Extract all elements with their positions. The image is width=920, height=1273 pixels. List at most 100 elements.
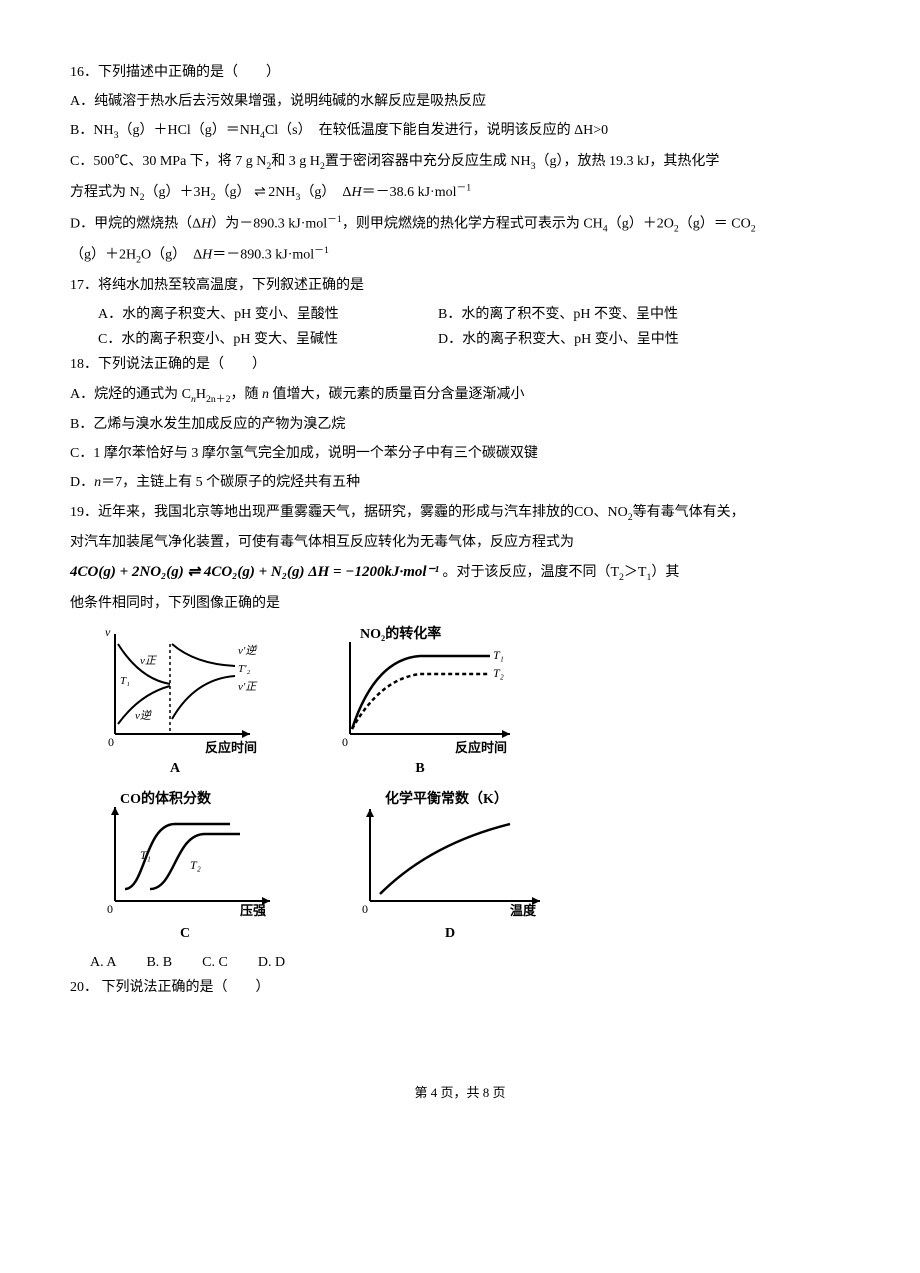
text: （g）＝ CO <box>679 216 751 231</box>
q19-opt-a: A. A <box>90 950 116 975</box>
chart-b: NO₂的转化率 0 T₁ T₂ 反应时间 B <box>320 624 520 781</box>
reaction-equation: 4CO(g) + 2NO₂(g) ⇌ 4CO₂(g) + N₂(g) ΔH = … <box>70 564 439 580</box>
chart-a-label: A <box>90 756 260 781</box>
svg-text:0: 0 <box>342 735 348 749</box>
text: Cl（s） 在较低温度下能自发进行，说明该反应的 ΔH>0 <box>265 123 608 138</box>
q19-opt-c: C. C <box>202 950 228 975</box>
text: 2NH <box>265 185 296 200</box>
q17-opt-c: C．水的离子积变小、pH 变大、呈碱性 <box>98 327 398 352</box>
q17-opt-b: B．水的离了积不变、pH 不变、呈中性 <box>438 302 678 327</box>
chart-c-svg: CO的体积分数 0 T₁ T₂ 压强 <box>90 789 280 919</box>
text: 值增大，碳元素的质量百分含量逐渐减小 <box>269 387 525 402</box>
text: 等有毒气体有关， <box>633 505 745 520</box>
text: 和 3 g H <box>271 154 320 169</box>
text: ＞T <box>624 565 647 580</box>
chart-c-label: C <box>90 921 280 946</box>
q17-stem: 17．将纯水加热至较高温度，下列叙述正确的是 <box>70 273 850 298</box>
text: （g）＋3H <box>145 185 211 200</box>
q17-row1: A．水的离子积变大、pH 变小、呈酸性 B．水的离了积不变、pH 不变、呈中性 <box>98 302 850 327</box>
svg-text:温度: 温度 <box>510 903 537 918</box>
charts-row-1: v 0 v正 T₁ v逆 v'逆 T'₂ v'正 反应时间 A NO₂的转化率 … <box>90 624 850 781</box>
q18-opt-c: C．1 摩尔苯恰好与 3 摩尔氢气完全加成，说明一个苯分子中有三个碳碳双键 <box>70 441 850 466</box>
text: 置于密闭容器中充分反应生成 NH <box>325 154 531 169</box>
chart-b-title: NO₂的转化率 <box>360 625 441 642</box>
text: ＝－38.6 kJ·mol <box>362 185 457 200</box>
q16-opt-a: A．纯碱溶于热水后去污效果增强，说明纯碱的水解反应是吸热反应 <box>70 89 850 114</box>
q17-row2: C．水的离子积变小、pH 变大、呈碱性 D．水的离子积变大、pH 变小、呈中性 <box>98 327 850 352</box>
equilibrium-arrow-icon: ⇌ <box>254 183 265 199</box>
svg-text:v逆: v逆 <box>135 709 153 722</box>
q17-opt-a: A．水的离子积变大、pH 变小、呈酸性 <box>98 302 398 327</box>
q16-opt-d-line2: （g）＋2H2O（g） ΔH＝－890.3 kJ·mol－1 <box>70 242 850 269</box>
delta-h: H <box>202 247 212 262</box>
q16-stem: 16．下列描述中正确的是（ ） <box>70 60 850 85</box>
q20-stem: 20． 下列说法正确的是（ ） <box>70 975 850 1000</box>
text: （g）＋2O <box>608 216 674 231</box>
q19-opt-d: D. D <box>258 950 285 975</box>
text: D．甲烷的燃烧热（Δ <box>70 216 201 231</box>
text: D． <box>70 475 94 490</box>
svg-text:化学平衡常数（K）: 化学平衡常数（K） <box>385 790 508 807</box>
no2: NO <box>607 505 627 520</box>
svg-text:v'逆: v'逆 <box>238 644 258 657</box>
chart-d: 化学平衡常数（K） 0 温度 D <box>340 789 560 946</box>
text: 、 <box>593 505 607 520</box>
text: O（g） Δ <box>141 247 202 262</box>
chart-b-svg: NO₂的转化率 0 T₁ T₂ 反应时间 <box>320 624 520 754</box>
q16-opt-b: B．NH3（g）＋HCl（g）＝NH4Cl（s） 在较低温度下能自发进行，说明该… <box>70 118 850 144</box>
sup-neg1: －1 <box>456 183 471 194</box>
svg-text:压强: 压强 <box>240 903 266 918</box>
q19-opt-b: B. B <box>146 950 172 975</box>
text: （g） <box>216 185 255 200</box>
q19-stem-l4: 他条件相同时，下列图像正确的是 <box>70 591 850 616</box>
svg-text:v'正: v'正 <box>238 681 258 693</box>
delta-h: H <box>351 185 361 200</box>
svg-text:T₂: T₂ <box>190 858 201 872</box>
text: ）为－890.3 kJ·mol <box>211 216 327 231</box>
chart-a: v 0 v正 T₁ v逆 v'逆 T'₂ v'正 反应时间 A <box>90 624 260 781</box>
text: ）其 <box>651 565 679 580</box>
q19-stem-l1: 19．近年来，我国北京等地出现严重雾霾天气，据研究，雾霾的形成与汽车排放的CO、… <box>70 500 850 526</box>
svg-text:T₁: T₁ <box>140 848 151 862</box>
text: A．烷烃的通式为 C <box>70 387 191 402</box>
q18-opt-d: D．n＝7，主链上有 5 个碳原子的烷烃共有五种 <box>70 470 850 495</box>
svg-text:T₁: T₁ <box>120 675 130 687</box>
text: （g）＋2H <box>70 247 136 262</box>
svg-text:v: v <box>105 625 111 639</box>
q18-stem: 18．下列说法正确的是（ ） <box>70 352 850 377</box>
co: CO <box>574 505 593 520</box>
text: 。对于该反应，温度不同（T <box>439 565 619 580</box>
svg-text:v正: v正 <box>140 655 158 667</box>
q18-opt-a: A．烷烃的通式为 CnH2n＋2，随 n 值增大，碳元素的质量百分含量逐渐减小 <box>70 382 850 408</box>
q16-opt-d: D．甲烷的燃烧热（ΔH）为－890.3 kJ·mol－1，则甲烷燃烧的热化学方程… <box>70 211 850 238</box>
text: ＝7，主链上有 5 个碳原子的烷烃共有五种 <box>101 475 360 490</box>
svg-text:T'₂: T'₂ <box>238 663 250 675</box>
sub-2: 2 <box>751 223 756 234</box>
text: C．500℃、30 MPa 下，将 7 g N <box>70 154 266 169</box>
text: 19．近年来，我国北京等地出现严重雾霾天气，据研究，雾霾的形成与汽车排放的 <box>70 505 574 520</box>
page-footer: 第 4 页，共 8 页 <box>70 1081 850 1104</box>
text: ，则甲烷燃烧的热化学方程式可表示为 CH <box>342 216 603 231</box>
sub-2n2: 2n＋2 <box>206 393 231 404</box>
q18-opt-b: B．乙烯与溴水发生加成反应的产物为溴乙烷 <box>70 412 850 437</box>
q19-eq-line: 4CO(g) + 2NO₂(g) ⇌ 4CO₂(g) + N₂(g) ΔH = … <box>70 559 850 586</box>
chart-d-svg: 化学平衡常数（K） 0 温度 <box>340 789 560 919</box>
text: （g）＋HCl（g）＝NH <box>118 123 260 138</box>
text: B．NH <box>70 123 114 138</box>
chart-d-label: D <box>340 921 560 946</box>
q16-opt-c: C．500℃、30 MPa 下，将 7 g N2和 3 g H2置于密闭容器中充… <box>70 149 850 175</box>
text: （g） Δ <box>300 185 351 200</box>
text: （g），放热 19.3 kJ，其热化学 <box>535 154 719 169</box>
svg-text:0: 0 <box>362 902 368 916</box>
q19-stem-l2: 对汽车加装尾气净化装置，可使有毒气体相互反应转化为无毒气体，反应方程式为 <box>70 530 850 555</box>
svg-text:T₂: T₂ <box>493 666 504 680</box>
svg-text:0: 0 <box>108 735 114 749</box>
text: 方程式为 N <box>70 185 140 200</box>
svg-text:0: 0 <box>107 902 113 916</box>
var-n: n <box>262 387 269 402</box>
svg-text:CO的体积分数: CO的体积分数 <box>120 790 212 807</box>
chart-b-label: B <box>320 756 520 781</box>
svg-text:反应时间: 反应时间 <box>205 740 257 754</box>
sup-neg1: －1 <box>327 214 342 225</box>
chart-a-svg: v 0 v正 T₁ v逆 v'逆 T'₂ v'正 反应时间 <box>90 624 260 754</box>
